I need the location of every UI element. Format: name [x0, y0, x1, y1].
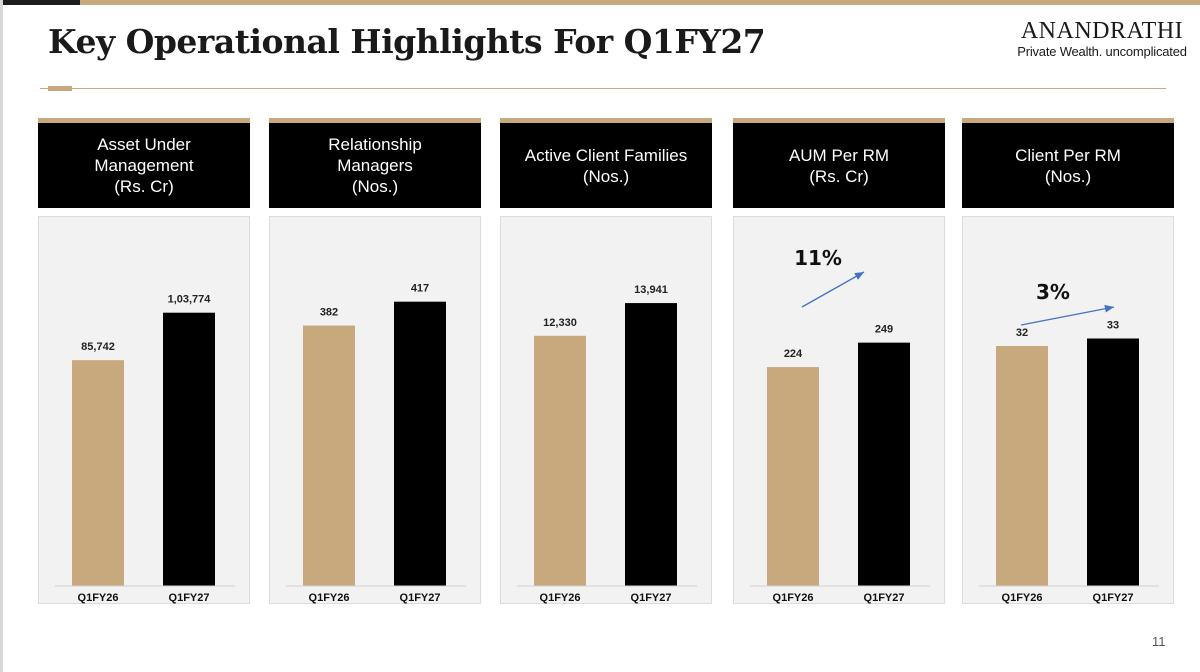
chart-2-value-label-1: 382	[320, 307, 338, 319]
chart-3-header: Active Client Families (Nos.)	[500, 118, 712, 208]
chart-5-svg: 32 Q1FY26 33 Q1FY27 3%	[979, 280, 1159, 604]
chart-3-plot-area: 12,330 Q1FY26 13,941 Q1FY27	[500, 216, 712, 604]
chart-2-plot-area: 382 Q1FY26 417 Q1FY27	[269, 216, 481, 604]
chart-5-bar-q1fy27	[1087, 338, 1139, 586]
chart-2-category-label-2: Q1FY27	[400, 592, 441, 604]
chart-4-bar-q1fy26	[767, 367, 819, 586]
brand-logo: ANANDRATHI Private Wealth. uncomplicated	[1016, 18, 1188, 59]
chart-5-value-label-2: 33	[1107, 320, 1119, 332]
chart-5-value-label-1: 32	[1016, 327, 1028, 339]
chart-5-plot-area: 32 Q1FY26 33 Q1FY27 3%	[962, 216, 1174, 604]
chart-1-category-label-1: Q1FY26	[78, 592, 119, 604]
chart-3-category-label-2: Q1FY27	[631, 592, 672, 604]
chart-3-bar-q1fy26	[534, 335, 586, 586]
brand-tagline: Private Wealth. uncomplicated	[1017, 44, 1187, 59]
chart-5-title: Client Per RM (Nos.)	[1015, 145, 1121, 186]
chart-4-value-label-2: 249	[875, 324, 893, 336]
chart-3-value-label-2: 13,941	[634, 284, 668, 296]
chart-1-bar-q1fy27	[163, 312, 215, 586]
divider-accent-mark	[48, 86, 72, 91]
chart-2-bar-q1fy27	[394, 301, 446, 586]
chart-3-svg: 12,330 Q1FY26 13,941 Q1FY27	[517, 284, 697, 604]
title-divider	[40, 88, 1166, 89]
chart-4-value-label-1: 224	[784, 348, 803, 360]
chart-4-growth-label: 11%	[794, 246, 842, 270]
chart-1-plot-area: 85,742 Q1FY26 1,03,774 Q1FY27	[38, 216, 250, 604]
chart-2-category-label-1: Q1FY26	[309, 592, 350, 604]
page-number: 11	[1152, 634, 1166, 649]
chart-3-value-label-1: 12,330	[543, 317, 577, 329]
chart-4-plot-area: 224 Q1FY26 249 Q1FY27 11%	[733, 216, 945, 604]
chart-5-bar-q1fy26	[996, 346, 1048, 586]
slide-title: Key Operational Highlights For Q1FY27	[48, 22, 766, 61]
chart-1-value-label-1: 85,742	[81, 341, 115, 353]
chart-2-title: Relationship Managers (Nos.)	[328, 135, 422, 196]
chart-5-growth-arrow	[1020, 304, 1115, 326]
chart-4-title: AUM Per RM (Rs. Cr)	[788, 145, 890, 186]
chart-2-bar-q1fy26	[303, 325, 355, 586]
chart-1-bar-q1fy26	[72, 360, 124, 586]
brand-name: ANANDRATHI	[1020, 18, 1184, 44]
chart-4-category-label-2: Q1FY27	[864, 592, 905, 604]
chart-2-header: Relationship Managers (Nos.)	[269, 118, 481, 208]
chart-1-category-label-2: Q1FY27	[169, 592, 210, 604]
chart-1-title: Asset Under Management (Rs. Cr)	[94, 135, 194, 196]
chart-4-header: AUM Per RM (Rs. Cr)	[733, 118, 945, 208]
chart-4-growth-arrow	[801, 271, 865, 308]
chart-2-svg: 382 Q1FY26 417 Q1FY27	[286, 283, 466, 604]
chart-4-svg: 224 Q1FY26 249 Q1FY27 11%	[750, 246, 930, 604]
chart-5-category-label-2: Q1FY27	[1093, 592, 1134, 604]
chart-4-bar-q1fy27	[858, 342, 910, 586]
chart-1-svg: 85,742 Q1FY26 1,03,774 Q1FY27	[55, 294, 235, 604]
chart-5-header: Client Per RM (Nos.)	[962, 118, 1174, 208]
chart-5-category-label-1: Q1FY26	[1002, 592, 1043, 604]
top-accent-strip	[0, 0, 1200, 5]
chart-1-header: Asset Under Management (Rs. Cr)	[38, 118, 250, 208]
chart-3-bar-q1fy27	[625, 303, 677, 586]
chart-1-value-label-2: 1,03,774	[168, 294, 212, 306]
chart-3-title: Active Client Families (Nos.)	[524, 145, 688, 186]
chart-4-category-label-1: Q1FY26	[773, 592, 814, 604]
chart-5-growth-label: 3%	[1036, 280, 1070, 304]
left-border	[0, 0, 3, 672]
chart-3-category-label-1: Q1FY26	[540, 592, 581, 604]
chart-2-value-label-2: 417	[411, 283, 429, 295]
top-dark-strip	[0, 0, 80, 5]
